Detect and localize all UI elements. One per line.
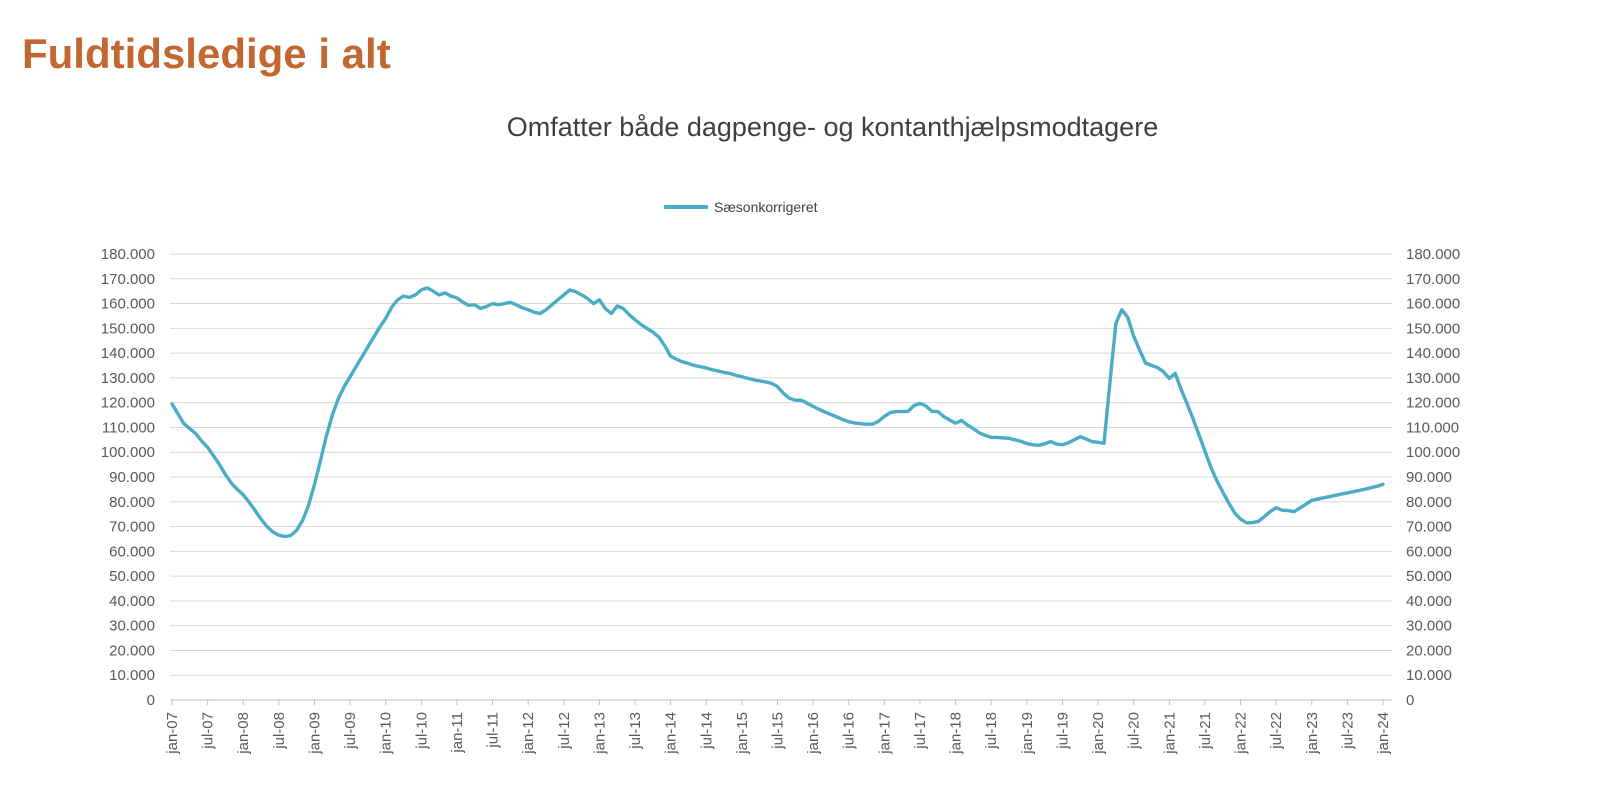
y-tick-label-right: 70.000 [1406, 519, 1452, 536]
y-tick-label-right: 10.000 [1406, 667, 1452, 684]
y-tick-label-right: 20.000 [1406, 642, 1452, 659]
y-tick-label-right: 40.000 [1406, 593, 1452, 610]
x-tick-label: jan-18 [948, 712, 965, 755]
y-tick-label-left: 20.000 [109, 642, 155, 659]
x-tick-label: jan-23 [1304, 712, 1321, 755]
y-tick-label-right: 140.000 [1406, 345, 1460, 362]
y-tick-label-right: 0 [1406, 692, 1414, 709]
y-tick-label-right: 30.000 [1406, 618, 1452, 635]
y-tick-label-left: 0 [147, 692, 155, 709]
x-tick-label: jan-16 [805, 712, 822, 755]
x-tick-label: jul-09 [342, 712, 359, 750]
y-tick-label-left: 30.000 [109, 618, 155, 635]
y-tick-label-right: 110.000 [1406, 419, 1459, 436]
x-tick-label: jan-15 [734, 712, 751, 755]
y-tick-label-left: 60.000 [109, 543, 155, 560]
y-tick-label-right: 170.000 [1406, 271, 1460, 288]
y-tick-label-right: 60.000 [1406, 543, 1452, 560]
y-tick-label-left: 120.000 [101, 395, 155, 412]
y-tick-label-right: 100.000 [1406, 444, 1460, 461]
y-tick-label-left: 70.000 [109, 519, 155, 536]
y-tick-label-left: 110.000 [102, 419, 155, 436]
x-tick-label: jul-20 [1126, 712, 1143, 750]
y-tick-label-right: 180.000 [1406, 246, 1460, 263]
x-tick-label: jul-15 [770, 712, 787, 750]
x-tick-label: jul-21 [1197, 712, 1214, 750]
y-tick-label-left: 90.000 [109, 469, 155, 486]
x-tick-label: jan-09 [306, 712, 323, 755]
legend-line-marker [664, 205, 708, 209]
y-tick-label-left: 100.000 [101, 444, 155, 461]
y-tick-label-right: 120.000 [1406, 395, 1460, 412]
y-tick-label-left: 140.000 [101, 345, 155, 362]
x-tick-label: jan-17 [876, 712, 893, 755]
y-tick-label-left: 180.000 [101, 246, 155, 263]
y-tick-label-left: 40.000 [109, 593, 155, 610]
y-tick-label-right: 160.000 [1406, 296, 1460, 313]
x-tick-label: jan-12 [520, 712, 537, 755]
series-line-saesonkorrigeret [170, 286, 1385, 539]
y-tick-label-right: 150.000 [1406, 320, 1460, 337]
page-title: Fuldtidsledige i alt [22, 30, 391, 77]
legend: Sæsonkorrigeret [664, 198, 818, 216]
x-tick-label: jan-20 [1090, 712, 1107, 755]
y-tick-label-left: 130.000 [101, 370, 155, 387]
x-tick-label: jan-07 [164, 712, 181, 755]
x-tick-label: jul-18 [983, 712, 1000, 750]
y-tick-label-left: 160.000 [101, 296, 155, 313]
y-tick-label-left: 80.000 [109, 494, 155, 511]
legend-label: Sæsonkorrigeret [714, 199, 818, 215]
y-tick-label-left: 170.000 [101, 271, 155, 288]
x-tick-label: jul-12 [556, 712, 573, 750]
x-tick-label: jul-11 [485, 712, 502, 749]
x-tick-label: jul-23 [1339, 712, 1356, 750]
x-tick-label: jan-10 [378, 712, 395, 755]
x-tick-label: jan-08 [235, 712, 252, 755]
x-tick-label: jul-22 [1268, 712, 1285, 750]
x-tick-label: jul-14 [698, 712, 715, 750]
x-tick-label: jul-16 [841, 712, 858, 750]
y-tick-label-right: 130.000 [1406, 370, 1460, 387]
x-tick-label: jul-07 [200, 712, 217, 750]
x-tick-label: jan-13 [591, 712, 608, 755]
x-tick-label: jan-22 [1233, 712, 1250, 755]
y-tick-label-left: 150.000 [101, 320, 155, 337]
y-tick-label-left: 10.000 [109, 667, 155, 684]
y-tick-label-right: 50.000 [1406, 568, 1452, 585]
y-tick-label-right: 90.000 [1406, 469, 1452, 486]
x-tick-label: jul-08 [271, 712, 288, 750]
x-tick-label: jul-10 [413, 712, 430, 750]
x-tick-label: jan-11 [449, 712, 466, 754]
x-tick-label: jul-19 [1054, 712, 1071, 750]
x-tick-label: jul-17 [912, 712, 929, 750]
y-tick-label-right: 80.000 [1406, 494, 1452, 511]
x-tick-label: jan-21 [1161, 712, 1178, 755]
x-tick-label: jan-19 [1019, 712, 1036, 755]
y-tick-label-left: 50.000 [109, 568, 155, 585]
chart-title: Omfatter både dagpenge- og kontanthjælps… [506, 112, 1159, 142]
x-tick-label: jan-14 [663, 712, 680, 755]
x-tick-label: jul-13 [627, 712, 644, 750]
x-tick-label: jan-24 [1375, 712, 1392, 755]
